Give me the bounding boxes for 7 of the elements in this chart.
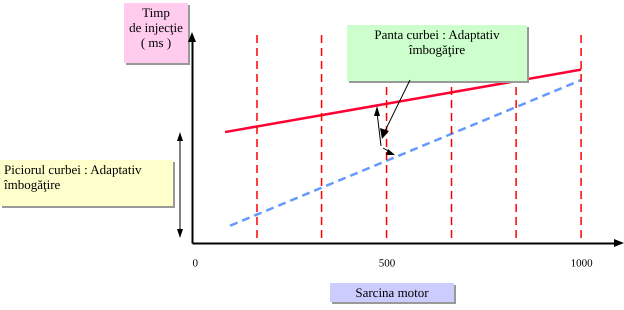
label-box: Sarcina motor xyxy=(330,283,454,302)
label-box: Timp de injecţie ( ms ) xyxy=(124,3,188,63)
x-tick-label: 500 xyxy=(378,258,396,270)
note-box: Piciorul curbei : Adaptativ îmbogăţire xyxy=(0,160,173,206)
x-tick-label: 1000 xyxy=(570,258,594,270)
note-box: Panta curbei : Adaptativ îmbogăţire xyxy=(347,25,527,81)
x-tick-label: 0 xyxy=(192,258,198,270)
